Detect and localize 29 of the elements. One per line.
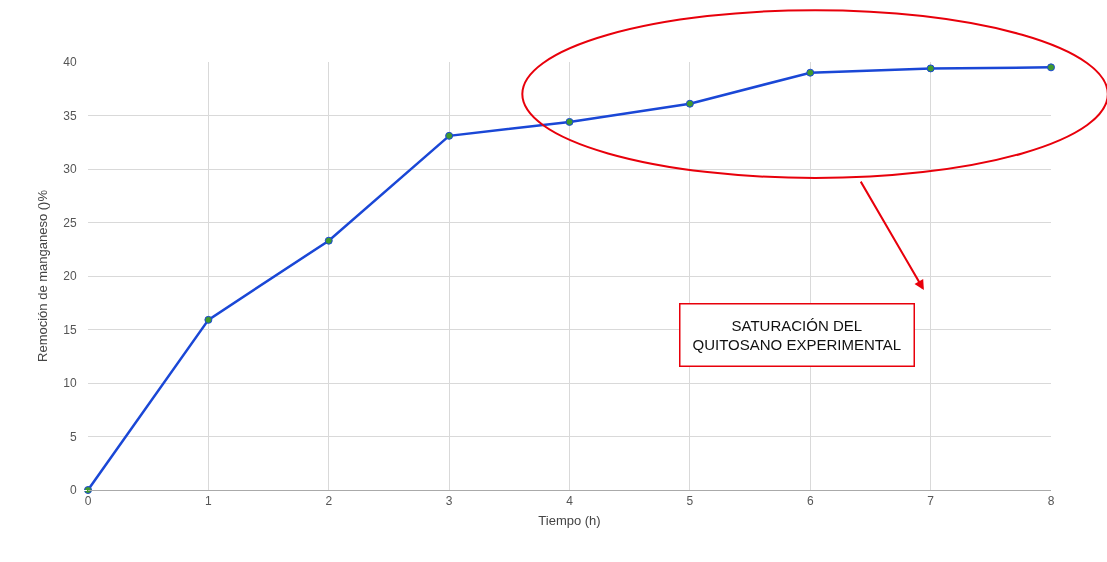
y-tick-label: 40 xyxy=(63,55,77,70)
y-axis-title: Remoción de manganeso ()% xyxy=(35,189,51,362)
point xyxy=(806,68,815,77)
x-tick-label: 6 xyxy=(806,494,814,509)
y-tick-label: 10 xyxy=(63,376,77,391)
x-tick-label: 7 xyxy=(927,494,935,509)
y-tick-label: 5 xyxy=(69,429,77,444)
point xyxy=(685,99,694,108)
y-tick-label: 25 xyxy=(63,215,77,230)
y-tick-label: 35 xyxy=(63,108,77,123)
x-tick-label: 4 xyxy=(566,494,574,509)
x-tick-label: 2 xyxy=(325,494,333,509)
x-tick-label: 5 xyxy=(686,494,694,509)
point xyxy=(926,64,935,73)
point xyxy=(565,117,574,126)
x-tick-label: 1 xyxy=(205,494,213,509)
x-axis-title: Tiempo (h) xyxy=(538,513,601,528)
x-tick-label: 8 xyxy=(1047,494,1055,509)
annotation: SATURACIÓN DEL QUITOSANO EXPERIMENTAL xyxy=(692,316,902,353)
y-tick-label: 0 xyxy=(69,483,77,498)
x-tick-label: 0 xyxy=(84,494,92,509)
y-tick-label: 30 xyxy=(63,162,77,177)
y-tick-label: 15 xyxy=(63,322,77,337)
x-tick-label: 3 xyxy=(445,494,453,509)
point xyxy=(324,236,333,245)
point xyxy=(445,131,454,140)
y-tick-label: 20 xyxy=(63,269,77,284)
point xyxy=(1047,63,1055,72)
point xyxy=(204,315,213,324)
